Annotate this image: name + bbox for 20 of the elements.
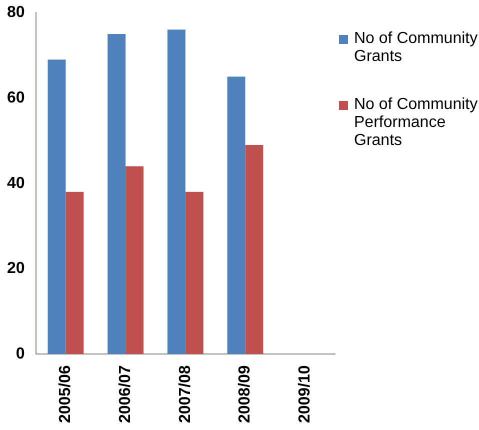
legend-label: No of Community Performance Grants (354, 96, 479, 150)
bar (185, 192, 204, 354)
bar (245, 144, 264, 354)
bar (227, 76, 246, 354)
y-tick-label: 0 (16, 346, 25, 363)
y-tick-label: 80 (7, 4, 25, 22)
x-tick-label: 2008/09 (236, 365, 254, 424)
bar (108, 34, 126, 354)
y-tick-label: 20 (7, 260, 25, 278)
y-tick-label: 60 (7, 89, 25, 106)
bar (66, 192, 84, 354)
x-tick-label: 2007/08 (176, 365, 194, 424)
bar (48, 60, 66, 354)
x-tick-label: 2005/06 (57, 365, 74, 424)
bar (167, 30, 186, 354)
x-tick-label: 2009/10 (296, 365, 314, 424)
bar (126, 166, 144, 354)
y-tick-label: 40 (7, 174, 25, 192)
legend-label: No of Community Grants (354, 30, 479, 66)
x-tick-label: 2006/07 (116, 365, 134, 424)
